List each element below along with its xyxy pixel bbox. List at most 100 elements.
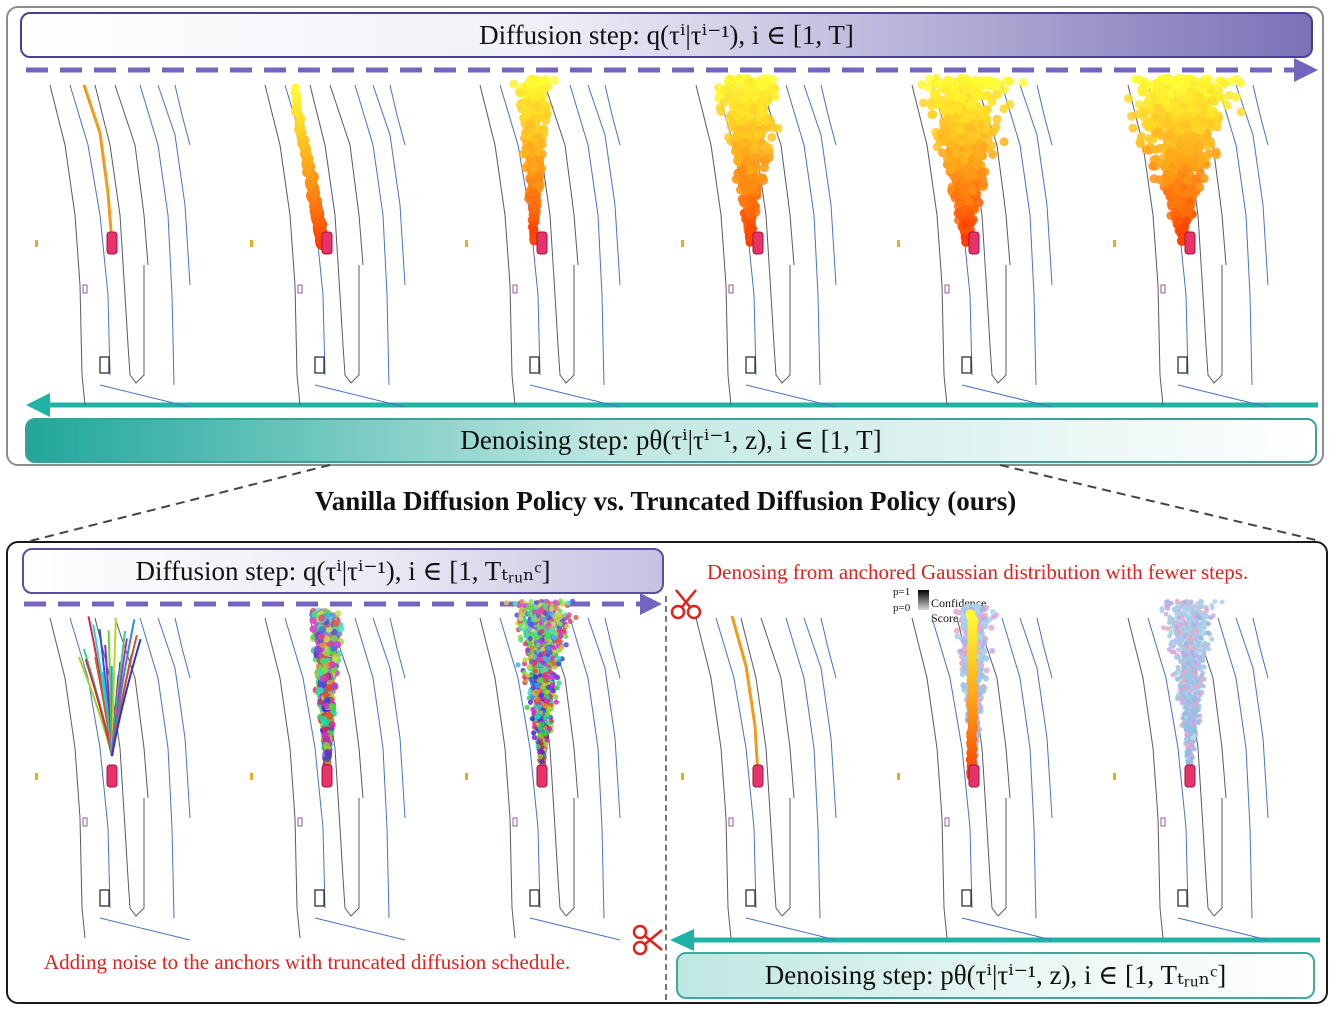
trajectory-point (556, 680, 562, 686)
object-marker (250, 240, 253, 247)
trajectory-point (521, 602, 528, 609)
trajectory-point (322, 741, 330, 749)
lane-line (354, 617, 390, 919)
lane-line (174, 84, 191, 146)
trajectory-point (955, 210, 965, 220)
trajectory-point (957, 173, 967, 183)
car-icon (1184, 231, 1196, 255)
trajectory-point (1005, 77, 1015, 87)
lane-line (479, 617, 516, 939)
trajectory-point (541, 650, 547, 656)
denoising-caption: Denosing from anchored Gaussian distribu… (707, 560, 1249, 584)
parked-car (314, 356, 325, 374)
trajectory-point (1172, 184, 1182, 194)
trajectory-point (739, 196, 749, 206)
lane-line (820, 617, 837, 679)
trajectory-point (318, 614, 326, 622)
trajectory-point (564, 623, 570, 629)
car-icon (968, 231, 980, 255)
trajectory-point (1174, 159, 1184, 169)
trajectory-point (944, 155, 954, 165)
trajectory-point (1141, 145, 1151, 155)
trajectory-point (539, 758, 545, 765)
trajectory-point (1181, 164, 1191, 174)
lane-line (49, 617, 86, 939)
car-icon (536, 764, 548, 788)
trajectory-point (749, 187, 759, 197)
trajectory-point (973, 158, 983, 168)
trajectory-point (324, 684, 332, 692)
trajectory-point (541, 702, 548, 709)
trajectory-point (743, 90, 753, 100)
trajectory-point (518, 612, 524, 618)
lane-line (1177, 384, 1269, 408)
trajectory-point (947, 165, 957, 175)
trajectory-point (528, 598, 534, 605)
parked-car (745, 356, 756, 374)
trajectory-point (977, 634, 984, 641)
trajectory-point (537, 163, 547, 173)
trajectory-point (969, 172, 979, 182)
trajectory-point (515, 662, 521, 668)
trajectory-point (537, 676, 543, 683)
trajectory-point (503, 600, 510, 606)
trajectory-point (509, 79, 519, 89)
trajectory-point (974, 198, 984, 208)
trajectory-point (1148, 161, 1158, 171)
object-marker (82, 284, 88, 294)
trajectory-point (746, 165, 756, 175)
parked-car (99, 356, 110, 374)
lane-line (1252, 84, 1269, 146)
vanilla-diffusion-panel (6, 6, 1324, 466)
lane-line (911, 617, 948, 939)
trajectory-point (530, 75, 540, 85)
trajectory-point (315, 646, 323, 654)
trajectory-point (760, 116, 770, 126)
trajectory-point (518, 607, 524, 613)
lane-line (695, 617, 732, 939)
trajectory-point (531, 709, 537, 715)
trajectory-point (1222, 100, 1232, 110)
trajectory-point (518, 615, 524, 622)
trajectory-point (1154, 103, 1164, 113)
trajectory-point (983, 655, 990, 662)
trajectory-point (1183, 175, 1193, 185)
trajectory-point (981, 684, 988, 691)
lane-line (1127, 617, 1164, 939)
object-marker (1160, 817, 1166, 827)
trajectory-point (953, 627, 960, 634)
trajectory-point (529, 716, 535, 722)
trajectory-point (735, 185, 745, 195)
scissors-icon (632, 924, 663, 956)
trajectory-point (532, 604, 538, 610)
trajectory-point (715, 103, 725, 113)
object-marker (35, 240, 38, 247)
trajectory-point (1123, 93, 1133, 103)
trajectory-point (760, 157, 770, 167)
lane-line (389, 84, 406, 146)
parked-car (99, 889, 110, 907)
trajectory-point (1205, 137, 1215, 147)
trajectory-point (542, 677, 549, 684)
object-marker (465, 240, 468, 247)
arrow-left-icon (670, 929, 694, 951)
trajectory-point (1136, 132, 1146, 142)
trajectory-point (1128, 123, 1138, 133)
trajectory-point (323, 702, 331, 710)
car-icon (321, 764, 333, 788)
lane-line (569, 617, 605, 919)
trajectory-point (1173, 177, 1183, 187)
lane-line (569, 84, 605, 386)
trajectory-point (559, 644, 565, 650)
trajectory-point (975, 653, 982, 660)
trajectory-point (980, 111, 990, 121)
trajectory-point (732, 156, 742, 166)
lane-line (803, 84, 837, 286)
trajectory-point (1189, 157, 1199, 167)
lane-line (69, 84, 111, 376)
trajectory-point (1139, 80, 1149, 90)
trajectory-point (946, 103, 956, 113)
trajectory-point (323, 754, 331, 762)
trajectory-point (1195, 126, 1205, 136)
trajectory-point (337, 625, 345, 633)
